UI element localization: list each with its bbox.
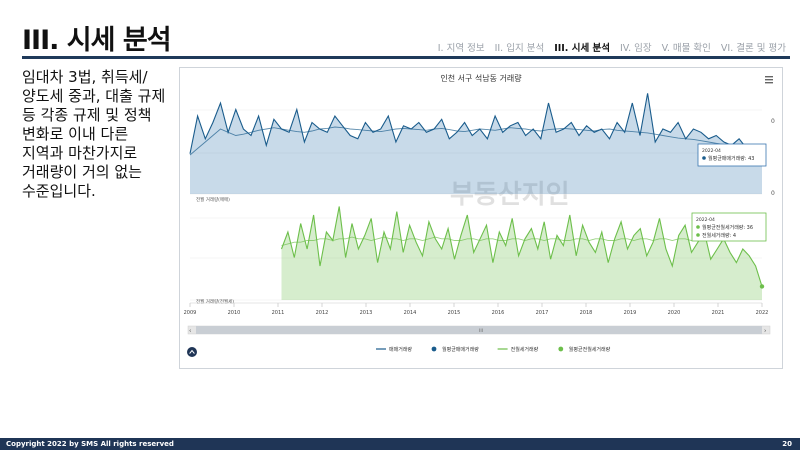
x-tick-label: 2013 [360,310,373,316]
series-line-bottom-0 [280,206,763,287]
x-tick-label: 2011 [272,310,285,316]
legend-item[interactable]: 매매거래량 [389,346,412,353]
series-end-point [759,284,765,289]
title-rule [22,56,790,59]
ytick-top-lower: 0 [771,190,775,197]
x-tick-label: 2018 [580,310,593,316]
scrollbar[interactable]: ‹ › III [187,325,771,335]
x-tick-label: 2009 [184,310,197,316]
legend-item[interactable]: 전월세거래량 [511,346,539,353]
nav-item-3[interactable]: III. 시세 분석 [554,43,610,54]
nav-item-4[interactable]: IV. 임장 [620,43,652,54]
series-line-top-0 [189,93,763,159]
x-tick-label: 2010 [228,310,241,316]
ytick-top-upper: 0 [771,118,775,125]
watermark: 부동산지인 [450,180,570,210]
slide-title: III. 시세 분석 [22,25,172,56]
section-nav: I. 지역 정보 II. 입지 분석 III. 시세 분석 IV. 임장 V. … [438,40,786,54]
panel-label-bottom: 전월 거래량(전월세) [196,298,234,305]
tooltip-bottom-line1: 월평균전월세거래량: 36 [702,224,753,231]
scroll-handle[interactable]: III [479,328,483,334]
series-line-top-1 [189,126,763,156]
menu-icon[interactable] [765,76,773,84]
nav-item-1[interactable]: I. 지역 정보 [437,43,485,54]
x-tick-label: 2012 [316,310,329,316]
nav-item-2[interactable]: II. 입지 분석 [494,43,545,54]
info-icon[interactable] [187,347,197,357]
x-tick-label: 2021 [712,310,725,316]
x-tick-label: 2022 [756,310,769,316]
page-number: 20 [782,440,792,448]
chart-legend: 매매거래량 월평균매매거래량 전월세거래량 월평균전월세거래량 [376,346,611,353]
scroll-left-arrow[interactable]: ‹ [189,328,191,335]
chart-title: 인천 서구 석남동 거래량 [440,73,522,83]
x-tick-label: 2019 [624,310,637,316]
chart-frame: 인천 서구 석남동 거래량 부동산지인 전월 거래량(매매) 전월 거래량(전월… [179,67,783,369]
footer-bar: Copyright 2022 by SMS All rights reserve… [0,438,800,450]
series-line-bottom-1 [281,236,762,247]
tooltip-top-date: 2022-04 [702,148,721,154]
legend-item[interactable]: 월평균매매거래량 [442,346,479,353]
legend-swatch [558,346,564,352]
x-tick-label: 2015 [448,310,461,316]
footer-copyright: Copyright 2022 by SMS All rights reserve… [6,440,174,448]
tooltip-bottom-date: 2022-04 [696,217,715,223]
tooltip-bottom: 2022-04 월평균전월세거래량: 36 전월세거래량: 4 [691,212,767,242]
x-tick-label: 2020 [668,310,681,316]
tooltip-top: 2022-04 월평균매매거래량: 43 [697,143,767,167]
series-area-bottom [281,206,762,300]
panel-label-top: 전월 거래량(매매) [196,196,230,203]
body-text: 임대차 3법, 취득세/양도세 중과, 대출 규제 등 각종 규제 및 정책 변… [22,68,166,200]
legend-swatch [431,346,437,352]
series-area-top [190,93,762,194]
nav-item-5[interactable]: V. 매물 확인 [661,43,711,54]
legend-item[interactable]: 월평균전월세거래량 [569,346,611,353]
scroll-right-arrow[interactable]: › [764,328,766,335]
x-tick-label: 2016 [492,310,505,316]
x-tick-label: 2017 [536,310,549,316]
x-tick-label: 2014 [404,310,417,316]
nav-item-6[interactable]: VI. 결론 및 평가 [720,43,786,54]
tooltip-top-text: 월평균매매거래량: 43 [708,155,754,162]
tooltip-bottom-line2: 전월세거래량: 4 [702,232,736,239]
chart-svg: 인천 서구 석남동 거래량 부동산지인 전월 거래량(매매) 전월 거래량(전월… [184,73,775,357]
